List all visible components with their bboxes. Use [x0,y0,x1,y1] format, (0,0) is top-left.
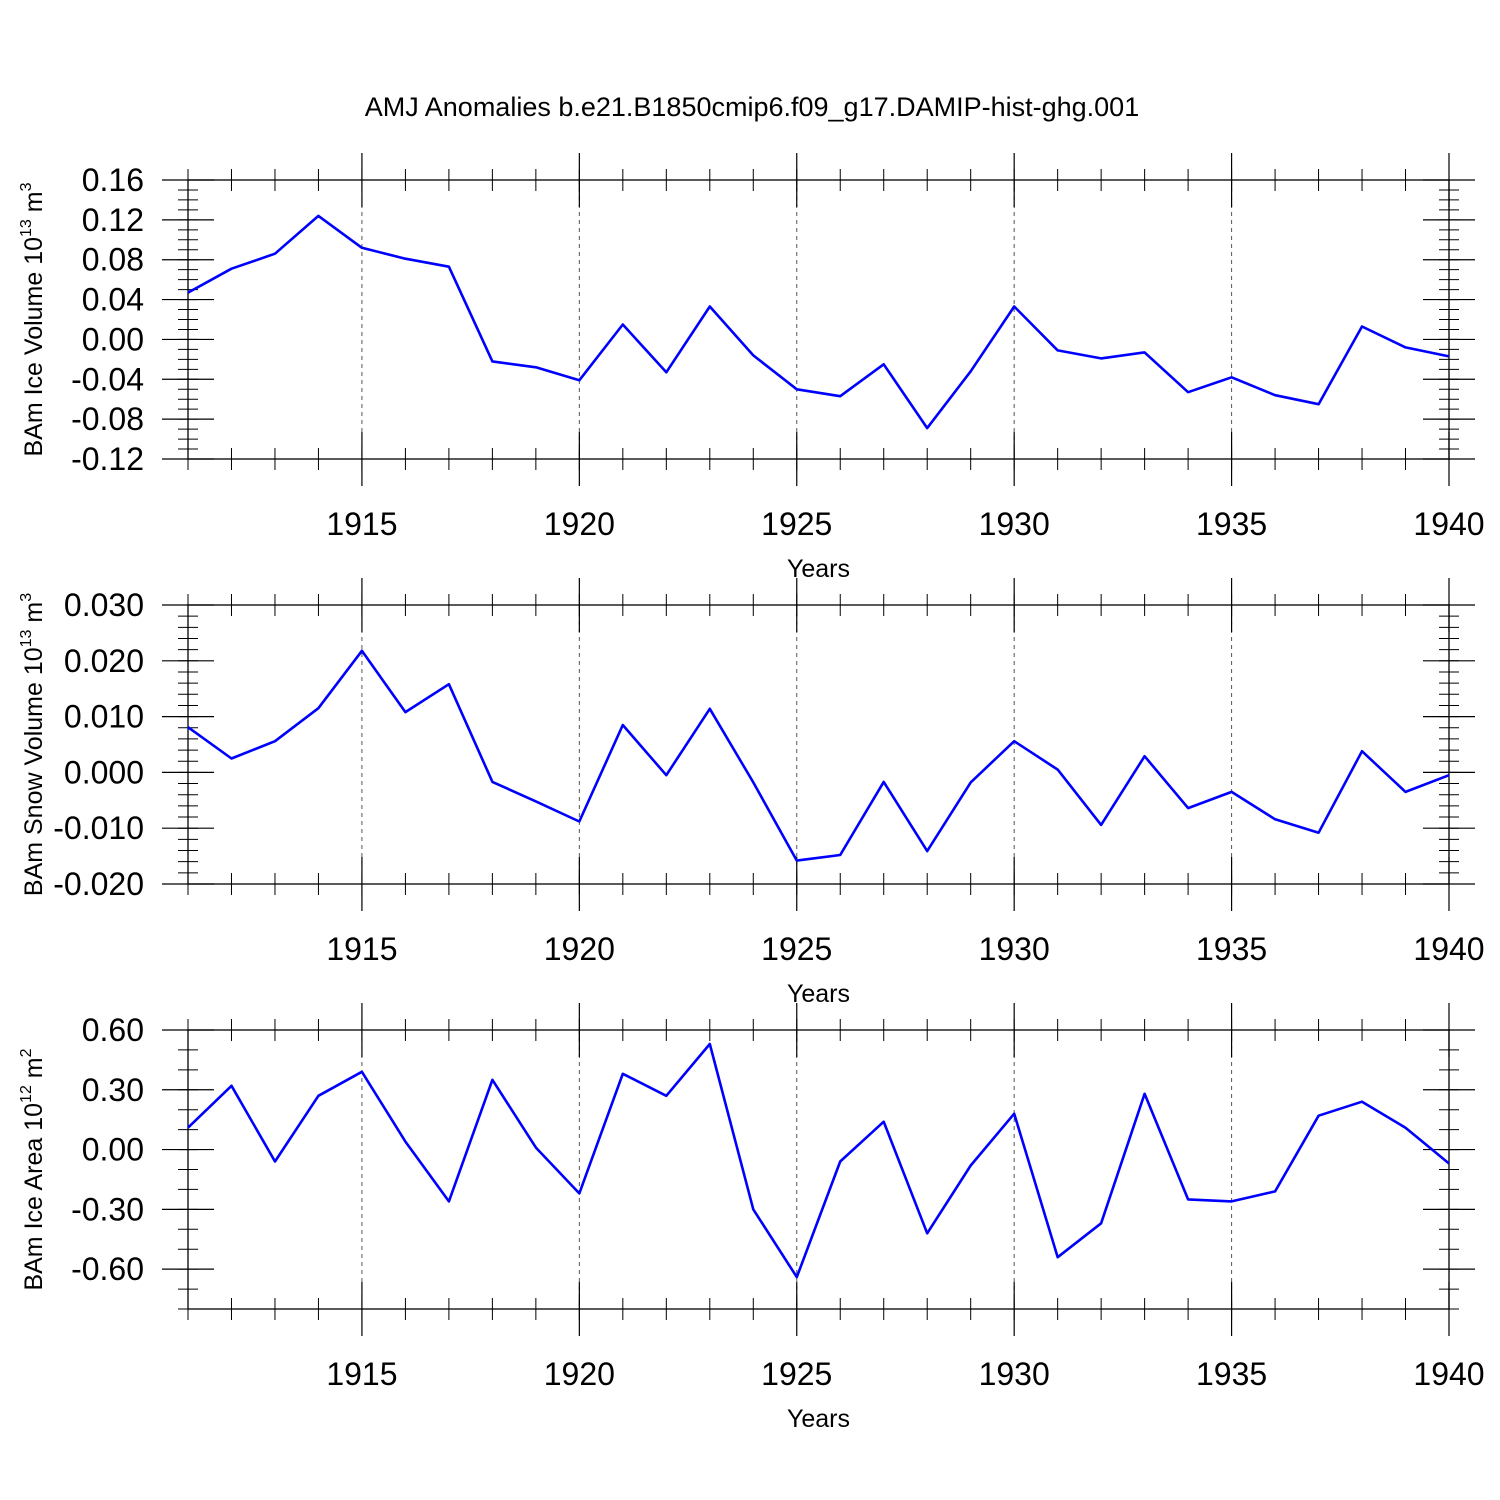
y-axis-label: BAm Ice Volume 1013 m3 [18,182,48,456]
y-tick-label: 0.010 [64,699,144,735]
y-tick-label: -0.60 [71,1251,144,1287]
y-tick-label: 0.000 [64,754,144,790]
series-line [187,1042,1450,1279]
y-tick-label: 0.08 [82,242,144,278]
x-tick-label: 1935 [1196,1356,1267,1392]
panel-3: -0.60 -0.30 0.00 0.30 0.60 1915 1920 1925 1930 19… [18,1003,1485,1433]
plot-frame [187,604,1450,885]
x-tick-label: 1925 [761,931,832,967]
x-tick-label: 1925 [761,506,832,542]
x-tick-label: 1915 [326,931,397,967]
x-tick-label: 1915 [326,1356,397,1392]
series-line [187,214,1450,430]
x-tick-label: 1935 [1196,506,1267,542]
x-tick-label: 1935 [1196,931,1267,967]
x-tick-label: 1930 [979,931,1050,967]
y-tick-label: -0.010 [53,810,144,846]
x-tick-label: 1940 [1413,1356,1484,1392]
y-tick-label: 0.00 [82,1132,144,1168]
x-tick-label: 1940 [1413,506,1484,542]
x-tick-label: 1920 [544,931,615,967]
x-tick-label: 1930 [979,1356,1050,1392]
y-tick-label: 0.30 [82,1072,144,1108]
series-line [187,649,1450,862]
x-axis-label: Years [787,980,850,1008]
x-axis-label: Years [787,1405,850,1433]
y-tick-label: 0.020 [64,643,144,679]
y-axis-label: BAm Ice Area 1012 m2 [18,1048,48,1290]
y-tick-label: -0.30 [71,1191,144,1227]
plot-frame [187,179,1450,460]
x-tick-label: 1920 [544,1356,615,1392]
chart-title: AMJ Anomalies b.e21.B1850cmip6.f09_g17.D… [365,92,1139,122]
y-tick-label: 0.12 [82,202,144,238]
y-tick-label: -0.020 [53,866,144,902]
y-tick-label: 0.60 [82,1012,144,1048]
plot-frame [187,1029,1450,1310]
y-tick-label: 0.00 [82,321,144,357]
x-tick-label: 1925 [761,1356,832,1392]
y-tick-label: -0.04 [71,361,144,397]
x-axis-label: Years [787,555,850,583]
y-tick-label: -0.08 [71,401,144,437]
panel-2: -0.020 -0.010 0.000 0.010 0.020 0.030 1915 1920… [18,578,1485,1008]
y-axis-label: BAm Snow Volume 1013 m3 [18,593,48,896]
x-tick-label: 1920 [544,506,615,542]
y-tick-label: -0.12 [71,441,144,477]
y-tick-label: 0.16 [82,162,144,198]
y-tick-label: 0.04 [82,282,144,318]
panel-1: -0.12 -0.08 -0.04 0.000.04 0.08 0.12 0.16 1915 1… [18,153,1485,583]
x-tick-label: 1930 [979,506,1050,542]
x-tick-label: 1915 [326,506,397,542]
y-tick-label: 0.030 [64,587,144,623]
x-tick-label: 1940 [1413,931,1484,967]
